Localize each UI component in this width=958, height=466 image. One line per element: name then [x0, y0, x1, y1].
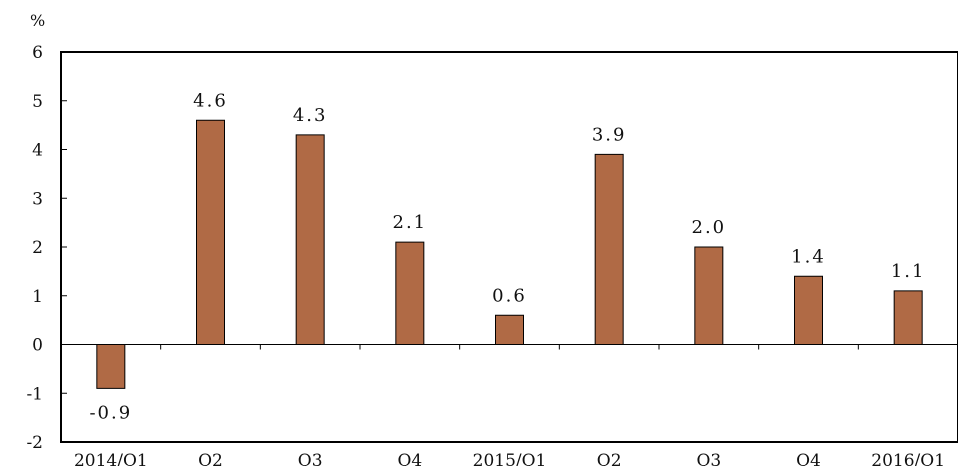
- x-tick-label: 2015/Q1: [473, 451, 547, 466]
- y-tick-label: 3: [32, 189, 43, 209]
- x-tick-label: Q3: [696, 451, 721, 466]
- x-tick-label: 2016/Q1: [871, 451, 945, 466]
- bar: [794, 275, 823, 345]
- bar: [395, 241, 425, 345]
- y-axis: -2 -1 0 1 2 3 4 5 6: [26, 43, 67, 453]
- data-label: 4.3: [293, 105, 328, 126]
- y-tick-label: 5: [32, 92, 43, 112]
- data-label: 3.9: [592, 124, 627, 145]
- x-tick-label: Q2: [597, 451, 622, 466]
- x-tick-label: 2014/Q1: [74, 451, 148, 466]
- data-label: 2.0: [692, 217, 727, 238]
- data-label: 1.1: [891, 261, 926, 282]
- plot-frame: [60, 51, 958, 443]
- y-tick-label: 4: [32, 141, 43, 161]
- bars-group: [96, 119, 923, 389]
- y-tick-label: 6: [32, 43, 43, 63]
- bar: [196, 119, 225, 345]
- bar: [495, 314, 524, 345]
- x-tick-label: Q2: [198, 451, 223, 466]
- y-tick-label: -1: [26, 384, 43, 404]
- x-tick-label: Q3: [298, 451, 323, 466]
- data-label: 2.1: [393, 212, 428, 233]
- x-tick-label: Q4: [397, 451, 422, 466]
- data-labels-group: -0.9 4.6 4.3 2.1 0.6 3.9 2.0 1.4 1.1: [89, 90, 926, 423]
- bar: [295, 134, 325, 345]
- bar: [893, 290, 923, 345]
- y-tick-label: 0: [32, 336, 43, 356]
- data-label: -0.9: [89, 402, 132, 423]
- data-label: 4.6: [193, 90, 228, 111]
- y-tick-label: 1: [32, 287, 43, 307]
- data-label: 0.6: [492, 285, 527, 306]
- y-tick-label: 2: [32, 238, 43, 258]
- x-axis: 2014/Q1 Q2 Q3 Q4 2015/Q1 Q2 Q3 Q4 2016/Q1: [74, 344, 945, 466]
- bar: [96, 344, 126, 389]
- x-tick-label: Q4: [796, 451, 821, 466]
- y-axis-unit-label: %: [30, 11, 45, 30]
- bar: [594, 153, 624, 345]
- data-label: 1.4: [791, 246, 826, 267]
- y-tick-label: -2: [26, 433, 43, 453]
- bar: [694, 246, 724, 345]
